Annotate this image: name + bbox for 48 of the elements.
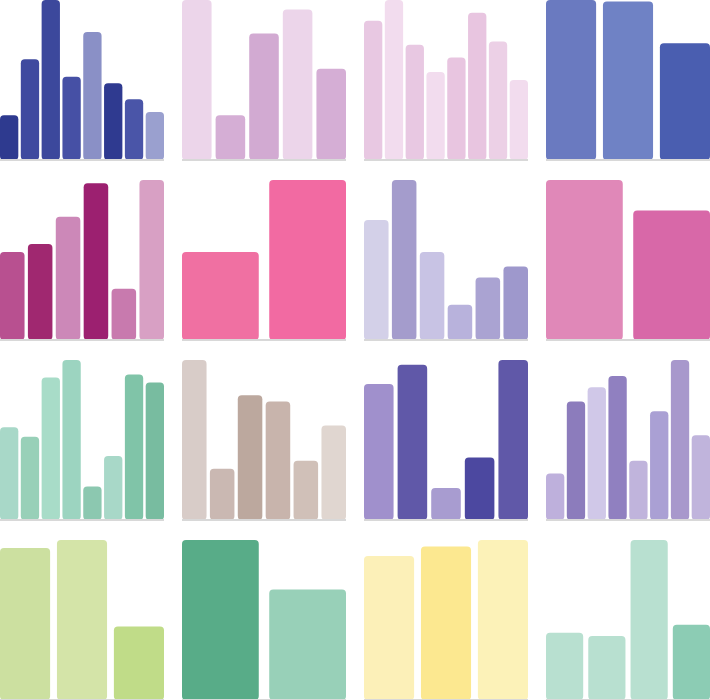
bar [431,488,461,520]
bar [182,0,212,160]
bar [405,44,424,160]
bar [0,427,19,520]
bar [265,401,291,520]
bar [426,72,445,160]
bar [447,304,473,340]
bar [83,32,102,160]
bar [630,540,668,700]
bar [691,435,710,520]
bar [139,180,164,340]
bar [237,395,263,520]
bar [55,216,81,340]
bar [566,401,586,520]
bar [364,20,383,160]
bar [629,460,648,520]
bar [587,387,606,520]
bar [27,244,53,340]
bar [588,636,626,700]
bar [83,183,109,340]
bar [384,0,404,160]
bar [124,99,144,160]
bar [293,460,319,520]
bar [391,180,417,340]
bar [546,473,565,520]
bar [498,360,528,520]
bar [608,376,627,520]
bar [111,288,137,340]
bar [145,112,164,160]
bar [104,83,123,160]
bar [464,457,495,520]
bar [209,468,235,520]
bar [104,456,123,520]
bar [20,436,40,520]
bar [316,68,346,160]
bar [215,115,246,160]
bar [249,33,279,160]
bar [397,364,428,520]
bar [0,252,25,340]
bar [364,220,389,340]
bar [364,384,394,520]
bar [672,624,710,700]
bar [0,115,19,160]
bar [282,9,313,160]
bar [182,360,207,520]
bar [546,632,584,700]
bar [83,486,102,520]
bar [419,252,445,340]
